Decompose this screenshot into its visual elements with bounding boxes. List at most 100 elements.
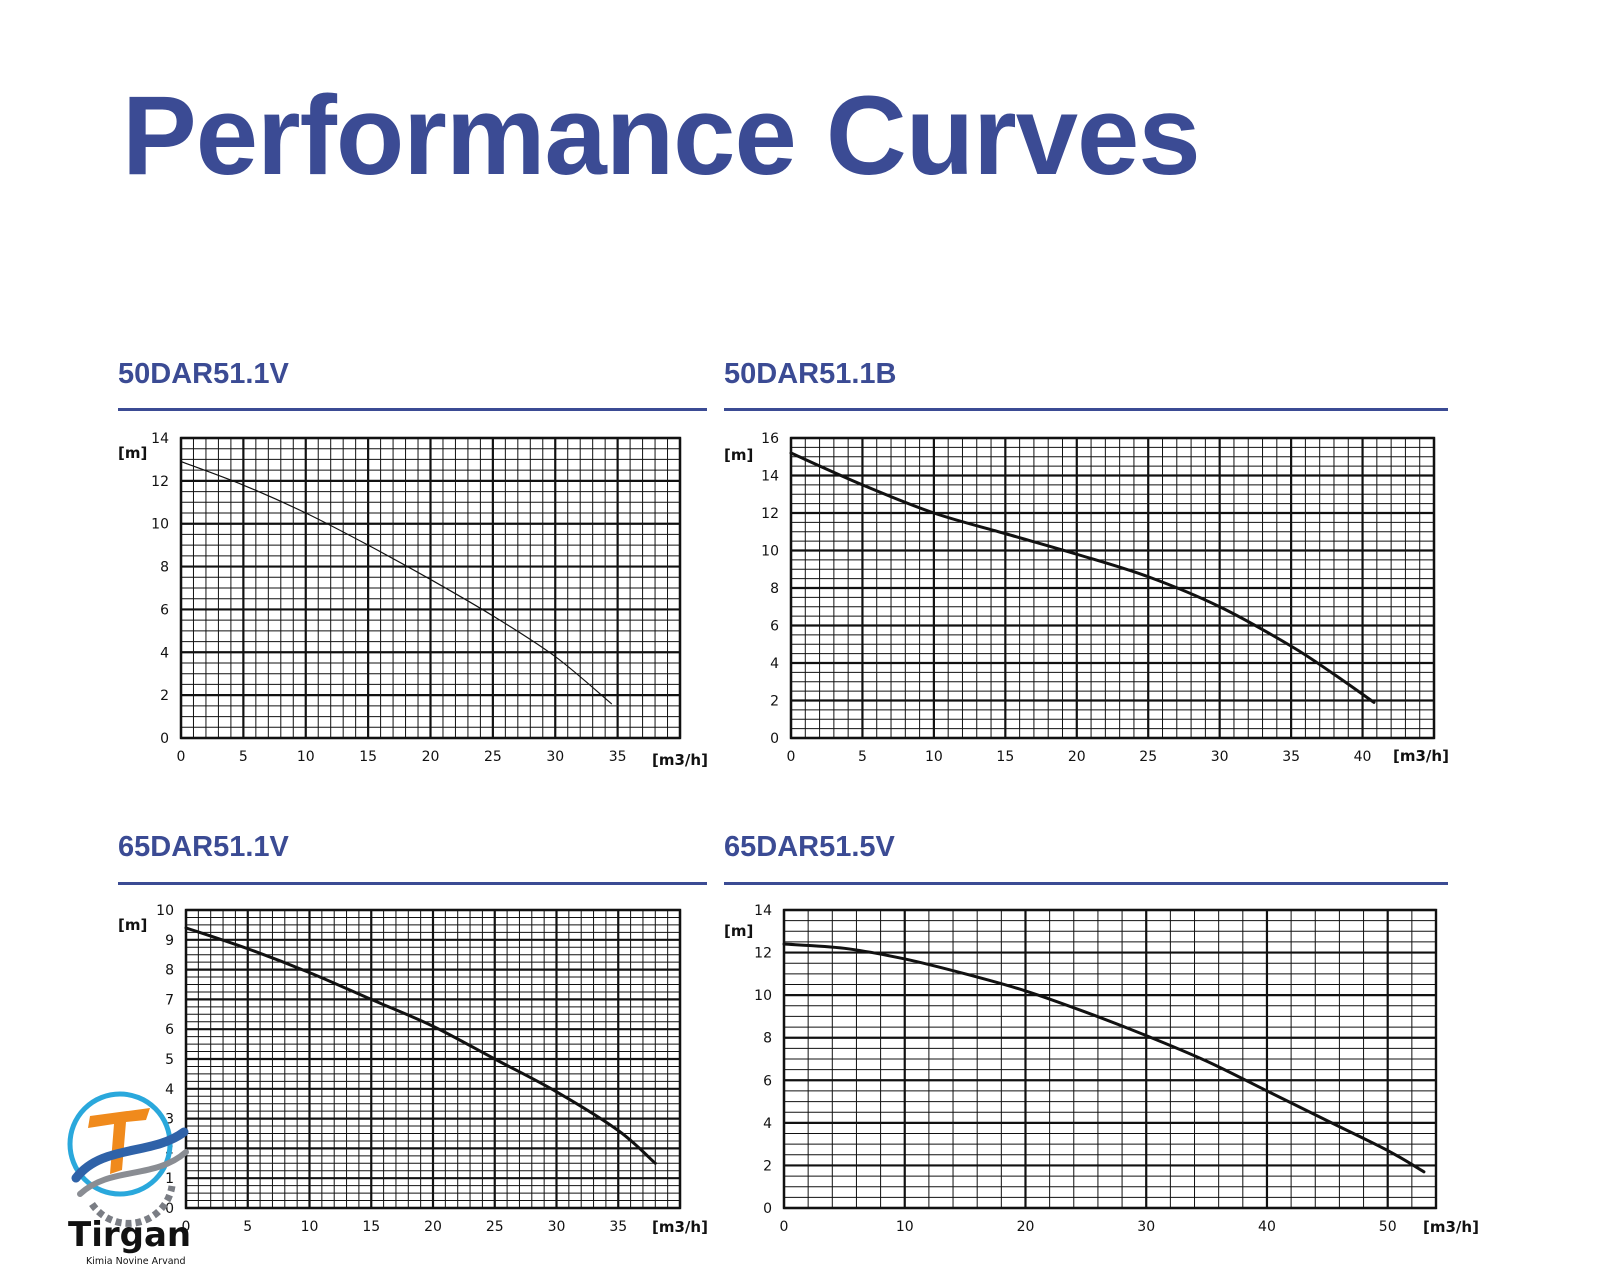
x-axis-label: [m3/h] <box>1393 747 1449 765</box>
chart-title-4: 65DAR51.5V <box>724 831 895 863</box>
x-tick-label: 15 <box>996 749 1014 765</box>
x-tick-label: 10 <box>297 749 315 765</box>
x-tick-label: 35 <box>1282 749 1300 765</box>
x-tick-label: 20 <box>1068 749 1086 765</box>
x-tick-label: 0 <box>780 1219 789 1235</box>
y-axis-label: [m] <box>724 446 753 464</box>
y-tick-label: 9 <box>165 933 174 949</box>
y-tick-label: 2 <box>770 694 779 710</box>
x-tick-label: 50 <box>1379 1219 1397 1235</box>
chart-title-1: 50DAR51.1V <box>118 358 289 390</box>
title-rule-1 <box>118 408 707 411</box>
y-tick-label: 14 <box>754 903 772 919</box>
plot-frame <box>184 908 682 1210</box>
performance-curve <box>180 460 612 705</box>
y-tick-label: 1 <box>165 1171 174 1187</box>
x-tick-label: 25 <box>484 749 502 765</box>
title-rule-2 <box>724 408 1448 411</box>
y-axis-label: [m] <box>118 444 147 462</box>
y-tick-label: 4 <box>160 645 169 661</box>
x-axis-label: [m3/h] <box>1423 1218 1479 1236</box>
y-tick-label: 10 <box>151 517 169 533</box>
x-tick-label: 0 <box>182 1219 191 1235</box>
logo-letter-t-icon <box>88 1108 150 1174</box>
y-tick-label: 0 <box>770 731 779 747</box>
y-tick-label: 10 <box>761 544 779 560</box>
x-tick-label: 35 <box>609 749 627 765</box>
x-tick-label: 30 <box>1211 749 1229 765</box>
y-tick-label: 5 <box>165 1052 174 1068</box>
plot-frame <box>179 436 682 740</box>
y-tick-label: 2 <box>763 1158 772 1174</box>
y-tick-label: 8 <box>160 560 169 576</box>
y-tick-label: 12 <box>151 474 169 490</box>
plot-frame <box>789 436 1436 740</box>
logo-swoosh-blue-icon <box>71 1127 189 1183</box>
y-tick-label: 12 <box>761 506 779 522</box>
x-tick-label: 5 <box>243 1219 252 1235</box>
x-tick-label: 10 <box>301 1219 319 1235</box>
performance-curve <box>184 926 657 1165</box>
title-rule-4 <box>724 882 1448 885</box>
tirgan-logo: Tirgan Kimia Novine Arvand <box>67 1091 191 1266</box>
x-tick-label: 35 <box>609 1219 627 1235</box>
x-tick-label: 15 <box>359 749 377 765</box>
x-tick-label: 40 <box>1258 1219 1276 1235</box>
y-tick-label: 6 <box>165 1022 174 1038</box>
y-tick-label: 8 <box>763 1031 772 1047</box>
x-tick-label: 25 <box>486 1219 504 1235</box>
y-tick-label: 12 <box>754 946 772 962</box>
y-tick-label: 8 <box>165 963 174 979</box>
y-tick-label: 8 <box>770 581 779 597</box>
logo-tagline-text: Kimia Novine Arvand <box>86 1256 186 1266</box>
x-tick-label: 30 <box>548 1219 566 1235</box>
x-tick-label: 25 <box>1139 749 1157 765</box>
x-tick-label: 30 <box>1137 1219 1155 1235</box>
y-tick-label: 14 <box>151 431 169 447</box>
page-title: Performance Curves <box>122 73 1201 198</box>
y-tick-label: 10 <box>156 903 174 919</box>
x-tick-label: 20 <box>424 1219 442 1235</box>
y-tick-label: 6 <box>160 602 169 618</box>
y-tick-label: 6 <box>770 619 779 635</box>
plot-frame <box>782 908 1438 1210</box>
x-tick-label: 0 <box>177 749 186 765</box>
x-tick-label: 0 <box>787 749 796 765</box>
y-tick-label: 0 <box>160 731 169 747</box>
y-axis-label: [m] <box>118 916 147 934</box>
x-tick-label: 5 <box>858 749 867 765</box>
y-tick-label: 14 <box>761 469 779 485</box>
y-tick-label: 10 <box>754 988 772 1004</box>
y-tick-label: 3 <box>165 1112 174 1128</box>
y-tick-label: 0 <box>763 1201 772 1217</box>
y-tick-label: 4 <box>165 1082 174 1098</box>
chart-title-3: 65DAR51.1V <box>118 831 289 863</box>
y-tick-label: 4 <box>770 656 779 672</box>
y-axis-label: [m] <box>724 922 753 940</box>
chart-title-2: 50DAR51.1B <box>724 358 897 390</box>
y-tick-label: 16 <box>761 431 779 447</box>
x-axis-label: [m3/h] <box>652 751 708 769</box>
performance-curve <box>782 942 1426 1174</box>
x-tick-label: 40 <box>1354 749 1372 765</box>
x-tick-label: 15 <box>362 1219 380 1235</box>
logo-gear-icon <box>89 1185 176 1227</box>
y-tick-label: 4 <box>763 1116 772 1132</box>
x-tick-label: 10 <box>896 1219 914 1235</box>
title-rule-3 <box>118 882 707 885</box>
x-axis-label: [m3/h] <box>652 1218 708 1236</box>
y-tick-label: 2 <box>160 688 169 704</box>
x-tick-label: 20 <box>1017 1219 1035 1235</box>
y-tick-label: 6 <box>763 1073 772 1089</box>
x-tick-label: 10 <box>925 749 943 765</box>
logo-brand-text: Tirgan <box>68 1215 191 1255</box>
y-tick-label: 7 <box>165 992 174 1008</box>
y-tick-label: 0 <box>165 1201 174 1217</box>
logo-swoosh-gray-icon <box>77 1149 189 1197</box>
x-tick-label: 5 <box>239 749 248 765</box>
x-tick-label: 30 <box>546 749 564 765</box>
